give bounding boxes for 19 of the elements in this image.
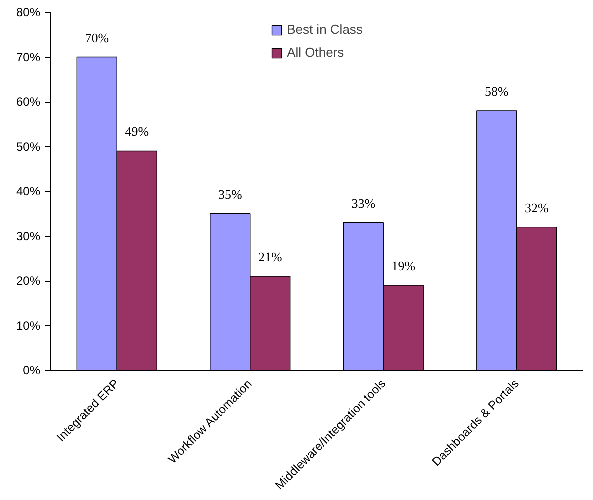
legend-label: Best in Class [287,22,363,37]
y-tick-label: 10% [16,318,41,333]
data-label: 32% [524,200,549,216]
y-tick-label: 50% [16,140,41,154]
y-tick-label: 40% [16,184,41,198]
y-tick-label: 80% [16,6,41,20]
data-label: 33% [352,196,376,211]
y-tick-label: 70% [16,50,41,64]
data-label: 21% [258,250,282,265]
data-label: 35% [218,186,242,202]
data-label: 58% [484,84,509,99]
data-label: 49% [125,124,150,140]
y-tick-label: 0% [23,364,41,378]
data-label: 19% [392,258,416,274]
y-tick-label: 60% [16,95,41,109]
y-tick-label: 20% [16,274,41,288]
legend-label: All Others [287,45,344,60]
data-label: 70% [85,30,110,46]
y-tick-label: 30% [16,229,41,244]
